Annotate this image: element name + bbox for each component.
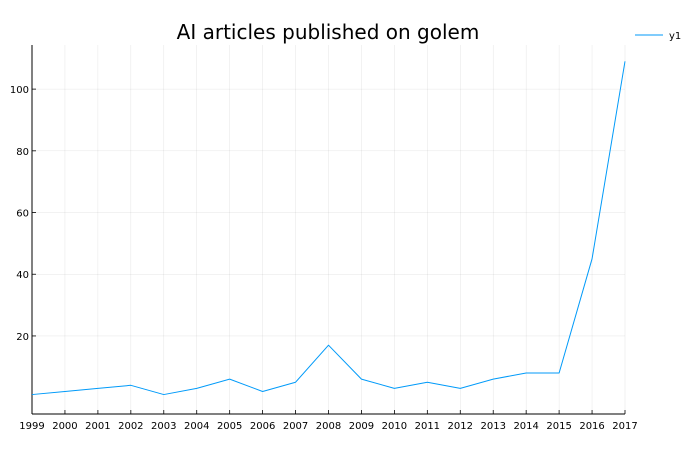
data-point-y1-2002 [129, 384, 132, 387]
x-tick-label-2007: 2007 [283, 421, 308, 432]
data-point-y1-2013 [492, 378, 495, 381]
x-tick-label-2011: 2011 [415, 421, 440, 432]
data-point-y1-2010 [393, 387, 396, 390]
data-point-y1-2005 [228, 378, 231, 381]
data-point-y1-2009 [360, 378, 363, 381]
data-point-y1-2003 [162, 393, 165, 396]
x-tick-label-2016: 2016 [579, 421, 604, 432]
data-point-y1-2012 [459, 387, 462, 390]
data-point-y1-2011 [426, 381, 429, 384]
x-tick-label-2005: 2005 [217, 421, 242, 432]
data-point-y1-2008 [327, 344, 330, 347]
series-line-y1 [31, 61, 626, 396]
x-tick-label-2010: 2010 [382, 421, 407, 432]
y-tick-label-100: 100 [10, 85, 29, 96]
x-tick-label-2015: 2015 [546, 421, 571, 432]
x-tick-label-1999: 1999 [19, 421, 44, 432]
data-point-y1-2016 [591, 257, 594, 260]
grid-lines [31, 45, 626, 414]
x-tick-label-2003: 2003 [151, 421, 176, 432]
legend-label-y1: y1 [669, 31, 681, 42]
data-point-y1-2004 [195, 387, 198, 390]
x-tick-label-2001: 2001 [85, 421, 110, 432]
data-point-y1-2014 [525, 371, 528, 374]
x-tick-label-2006: 2006 [250, 421, 275, 432]
x-tick-label-2004: 2004 [184, 421, 209, 432]
y-tick-label-80: 80 [16, 147, 29, 158]
tick-labels: 1999 2000 2001 2002 2003 2004 2005 2006 2007 2008… [10, 85, 638, 432]
data-point-y1-2006 [261, 390, 264, 393]
x-tick-label-2000: 2000 [52, 421, 77, 432]
legend: y1 [635, 31, 681, 42]
data-point-y1-1999 [31, 393, 34, 396]
x-tick-label-2017: 2017 [612, 421, 637, 432]
data-point-y1-2007 [294, 381, 297, 384]
x-tick-label-2009: 2009 [349, 421, 374, 432]
y-tick-label-40: 40 [16, 270, 29, 281]
x-tick-label-2012: 2012 [448, 421, 473, 432]
data-point-y1-2001 [96, 387, 99, 390]
data-point-y1-2015 [558, 371, 561, 374]
y-tick-label-60: 60 [16, 209, 29, 220]
x-tick-label-2014: 2014 [513, 421, 538, 432]
x-tick-label-2002: 2002 [118, 421, 143, 432]
data-series [31, 60, 627, 396]
x-tick-label-2008: 2008 [316, 421, 341, 432]
data-point-y1-2017 [624, 60, 627, 63]
x-tick-label-2013: 2013 [480, 421, 505, 432]
chart-title: AI articles published on golem [177, 20, 480, 44]
data-point-y1-2000 [63, 390, 66, 393]
y-tick-label-20: 20 [16, 332, 29, 343]
